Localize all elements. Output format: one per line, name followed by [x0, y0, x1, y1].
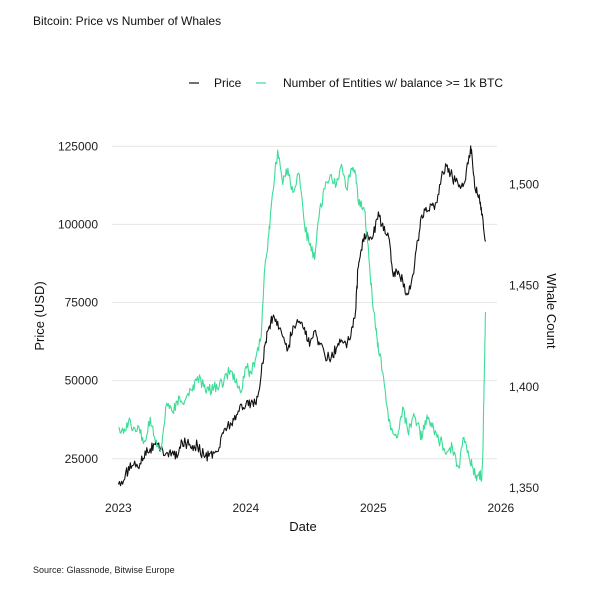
y-axis-left: 25000 50000 75000 100000 125000: [58, 139, 98, 466]
legend-label-whales: Number of Entities w/ balance >= 1k BTC: [283, 76, 503, 90]
x-tick-label: 2025: [360, 501, 387, 515]
y-axis-title-right: Whale Count: [544, 273, 559, 349]
x-axis-title: Date: [289, 519, 316, 534]
series-layer: [117, 145, 487, 487]
x-tick-label: 2023: [105, 501, 132, 515]
y-axis-title-left: Price (USD): [32, 281, 47, 350]
price-line: [117, 145, 487, 487]
x-tick-label: 2026: [487, 501, 514, 515]
y-tick-label: 100000: [58, 217, 98, 231]
chart-source: Source: Glassnode, Bitwise Europe: [33, 565, 175, 575]
y2-tick-label: 1,350: [509, 481, 539, 495]
y-tick-label: 25000: [65, 452, 99, 466]
y2-tick-label: 1,500: [509, 178, 539, 192]
x-axis: 2023 2024 2025 2026: [105, 501, 514, 515]
legend: Price Number of Entities w/ balance >= 1…: [189, 76, 503, 90]
y-tick-label: 75000: [65, 296, 99, 310]
whale-count-line: [118, 149, 487, 482]
y-tick-label: 50000: [65, 374, 99, 388]
y2-tick-label: 1,400: [509, 380, 539, 394]
x-tick-label: 2024: [233, 501, 260, 515]
grid: [112, 145, 497, 460]
y2-tick-label: 1,450: [509, 279, 539, 293]
y-axis-right: 1,350 1,400 1,450 1,500: [509, 178, 539, 495]
legend-label-price: Price: [214, 76, 242, 90]
y-tick-label: 125000: [58, 139, 98, 153]
chart-title: Bitcoin: Price vs Number of Whales: [33, 14, 222, 28]
